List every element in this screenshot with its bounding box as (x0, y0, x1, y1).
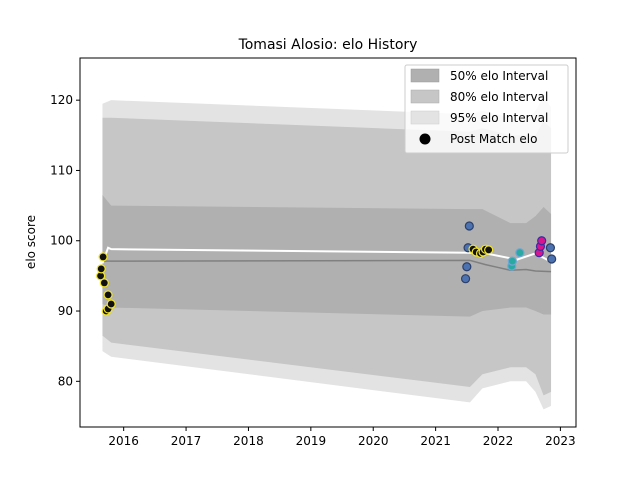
x-tick-label-2016: 2016 (108, 434, 139, 448)
legend-frame (404, 64, 569, 154)
post-match-point-23 (537, 236, 547, 246)
x-tick-label-2023: 2023 (545, 434, 576, 448)
x-tick-label-2017: 2017 (171, 434, 202, 448)
x-tick-label-2021: 2021 (420, 434, 451, 448)
axes-frame (79, 57, 577, 428)
axis-ticks: 2016 2017 2018 2019 2020 2021 2022 2023 80 90 100 1… (50, 93, 576, 448)
x-tick-label-2020: 2020 (358, 434, 389, 448)
y-tick-label-90: 90 (58, 304, 73, 318)
legend-label-post-match: Post Match elo (450, 132, 537, 146)
post-match-point-11 (464, 221, 474, 231)
x-tick-label-2019: 2019 (296, 434, 327, 448)
y-tick-label-100: 100 (50, 234, 73, 248)
post-match-point-24 (545, 243, 556, 253)
x-tick-label-2018: 2018 (233, 434, 264, 448)
legend-label-95: 95% elo Interval (450, 111, 548, 125)
legend-swatch-80 (410, 89, 440, 104)
chart-title: Tomasi Alosio: elo History (238, 37, 418, 53)
legend-label-80: 80% elo Interval (450, 90, 548, 104)
y-axis-label: elo score (24, 215, 38, 269)
post-match-point-17 (484, 245, 494, 255)
post-match-point-7 (106, 299, 116, 309)
legend-label-50: 50% elo Interval (450, 69, 548, 83)
legend-swatch-95 (410, 110, 440, 125)
post-match-point-1 (96, 264, 106, 274)
post-match-point-3 (99, 278, 109, 288)
legend-marker-post-match (419, 133, 431, 145)
post-match-point-6 (103, 290, 113, 300)
post-match-point-9 (462, 262, 472, 272)
post-match-point-20 (515, 248, 525, 258)
y-tick-label-120: 120 (50, 93, 73, 107)
interval-bands (102, 96, 552, 410)
legend-swatch-50 (410, 68, 440, 83)
post-match-point-8 (460, 274, 471, 284)
post-match-point-2 (98, 252, 108, 262)
plot-area (79, 57, 577, 428)
band-50-interval (102, 195, 552, 317)
median-elo-line (102, 259, 552, 273)
post-match-point-19 (507, 256, 517, 266)
legend: 50% elo Interval 80% elo Interval 95% el… (404, 64, 569, 154)
post-match-point-25 (547, 254, 557, 264)
y-tick-label-110: 110 (50, 163, 73, 177)
post-match-points (95, 221, 557, 316)
x-tick-label-2022: 2022 (483, 434, 514, 448)
y-tick-label-80: 80 (58, 374, 73, 388)
